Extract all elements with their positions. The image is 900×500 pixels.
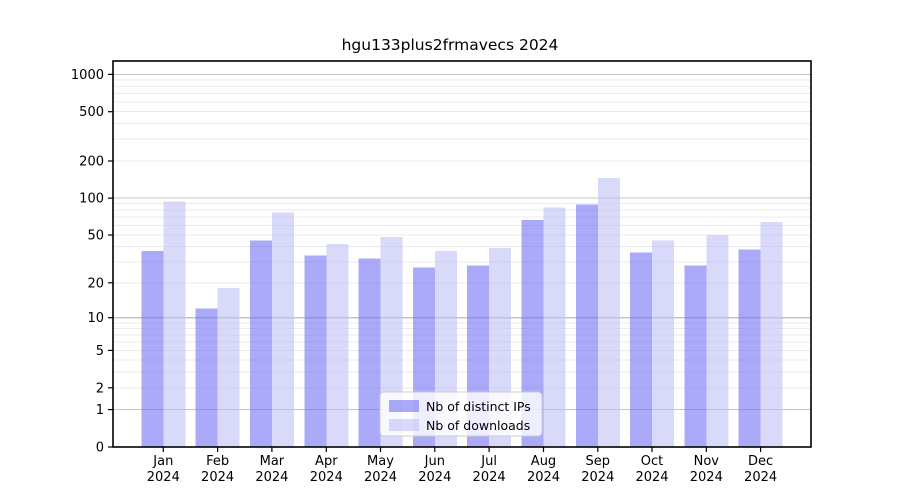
y-tick-label: 2 [96, 381, 104, 396]
bar-nov-downloads [706, 235, 729, 447]
y-tick-label: 500 [79, 105, 104, 120]
x-axis: Jan2024Feb2024Mar2024Apr2024May2024Jun20… [147, 447, 777, 485]
y-tick-label: 50 [87, 229, 104, 244]
gridlines [113, 73, 811, 411]
x-tick-label-month: Oct [641, 454, 663, 469]
x-tick-label-year: 2024 [147, 470, 180, 485]
x-tick-label-year: 2024 [255, 470, 288, 485]
y-tick-label: 10 [87, 311, 104, 326]
bar-oct-downloads [652, 240, 674, 447]
bar-jan-distinct-ips [141, 250, 164, 447]
bar-feb-distinct-ips [195, 308, 218, 447]
bar-sep-distinct-ips [575, 204, 598, 447]
y-tick-label: 100 [79, 192, 104, 207]
bar-jan-downloads [163, 201, 186, 447]
x-tick-label-month: Jun [424, 454, 445, 469]
bar-apr-distinct-ips [304, 255, 327, 447]
x-tick-label-month: Feb [206, 454, 229, 469]
y-tick-label: 20 [87, 276, 104, 291]
legend-label-downloads: Nb of downloads [426, 418, 530, 433]
y-tick-label: 5 [96, 344, 104, 359]
y-tick-label: 0 [96, 441, 104, 456]
bar-dec-downloads [760, 221, 783, 447]
bar-dec-distinct-ips [738, 249, 761, 447]
x-tick-label-year: 2024 [473, 470, 506, 485]
x-tick-label-month: Mar [260, 454, 285, 469]
x-tick-label-month: Apr [315, 454, 338, 469]
legend-swatch-distinct-ips [389, 400, 419, 412]
x-tick-label-year: 2024 [690, 470, 723, 485]
x-tick-label-year: 2024 [418, 470, 451, 485]
x-tick-label-month: Nov [694, 454, 720, 469]
bar-feb-downloads [217, 288, 240, 447]
bar-mar-distinct-ips [249, 240, 272, 447]
x-tick-label-year: 2024 [635, 470, 668, 485]
x-tick-label-year: 2024 [310, 470, 343, 485]
bar-nov-distinct-ips [684, 265, 707, 447]
bar-aug-distinct-ips [521, 220, 544, 447]
legend-swatch-downloads [389, 419, 419, 431]
plot-frame [112, 60, 812, 448]
y-tick-label: 200 [79, 155, 104, 170]
x-tick-label-month: May [367, 454, 394, 469]
legend: Nb of distinct IPs Nb of downloads [379, 391, 543, 437]
legend-label-distinct-ips: Nb of distinct IPs [426, 399, 531, 414]
x-tick-label-month: Aug [531, 454, 556, 469]
bar-aug-downloads [543, 207, 566, 447]
legend-box [379, 391, 543, 437]
y-axis: 0 1 2 5 10 20 50 100 200 500 1000 [71, 68, 113, 456]
bar-apr-downloads [326, 244, 349, 447]
y-tick-label: 1000 [71, 68, 104, 83]
bar-sep-downloads [597, 178, 620, 447]
x-tick-label-year: 2024 [744, 470, 777, 485]
x-tick-label-month: Dec [748, 454, 773, 469]
bar-may-distinct-ips [358, 258, 381, 447]
y-tick-label: 1 [96, 403, 104, 418]
bar-oct-distinct-ips [630, 252, 652, 447]
x-tick-label-year: 2024 [364, 470, 397, 485]
x-tick-label-month: Jul [480, 454, 497, 469]
x-tick-label-month: Jan [152, 454, 173, 469]
x-tick-label-year: 2024 [527, 470, 560, 485]
x-tick-label-year: 2024 [581, 470, 614, 485]
x-tick-label-month: Sep [586, 454, 611, 469]
chart-title: hgu133plus2frmavecs 2024 [341, 36, 559, 54]
x-tick-label-year: 2024 [201, 470, 234, 485]
bar-mar-downloads [271, 212, 294, 447]
